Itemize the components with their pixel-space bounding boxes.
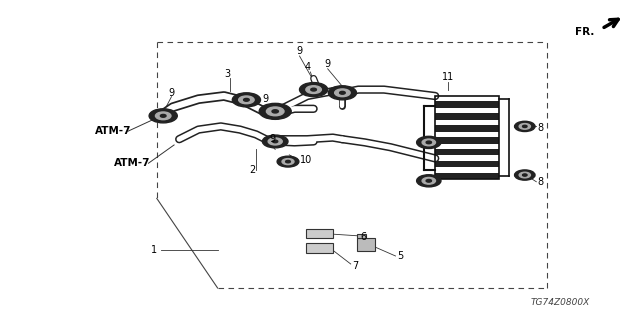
Bar [435,101,499,108]
Text: 3: 3 [224,68,230,79]
Circle shape [161,115,166,117]
Bar [435,113,499,120]
Text: 9: 9 [269,134,275,144]
Circle shape [426,180,431,182]
Circle shape [340,92,345,94]
Circle shape [522,174,527,176]
Text: 9: 9 [296,46,303,56]
Circle shape [272,110,278,113]
Circle shape [522,125,527,128]
Circle shape [156,112,171,120]
Text: 1: 1 [150,244,157,255]
Text: 2: 2 [250,164,256,175]
Circle shape [244,99,249,101]
Circle shape [300,83,328,97]
Circle shape [335,89,350,97]
Circle shape [268,138,282,145]
Bar [435,161,499,167]
Circle shape [422,139,435,146]
Bar [357,234,366,238]
Circle shape [266,107,284,116]
Text: 9: 9 [324,59,331,69]
Circle shape [259,103,291,119]
Text: 9: 9 [262,94,269,104]
Text: 7: 7 [352,260,358,271]
Text: 5: 5 [397,251,403,261]
Circle shape [515,121,535,132]
Bar [306,243,333,253]
Text: 8: 8 [538,177,544,188]
Text: ATM-7: ATM-7 [95,126,131,136]
Circle shape [328,86,356,100]
Text: ATM-7: ATM-7 [114,158,150,168]
Circle shape [426,141,431,144]
Bar [435,173,499,179]
Circle shape [417,136,441,148]
Text: 10: 10 [300,155,312,165]
Bar [435,96,499,179]
Text: FR.: FR. [575,27,594,37]
Circle shape [311,88,316,91]
Circle shape [273,140,278,143]
Circle shape [262,135,288,148]
Text: 6: 6 [360,232,367,242]
Circle shape [285,160,291,163]
Circle shape [417,175,441,187]
Text: TG74Z0800X: TG74Z0800X [531,298,589,307]
Circle shape [306,86,321,93]
Circle shape [422,178,435,184]
Bar [357,238,375,251]
Bar [435,137,499,144]
Bar [435,125,499,132]
Text: 9: 9 [168,88,175,98]
Text: 8: 8 [538,123,544,133]
Circle shape [515,170,535,180]
Circle shape [232,93,260,107]
Circle shape [239,96,254,104]
Bar [435,149,499,156]
Circle shape [282,159,294,164]
Bar [306,229,333,238]
Circle shape [519,124,531,129]
Text: 11: 11 [442,72,454,82]
Circle shape [519,172,531,178]
Circle shape [277,156,299,167]
Text: 4: 4 [304,62,310,72]
Circle shape [149,109,177,123]
